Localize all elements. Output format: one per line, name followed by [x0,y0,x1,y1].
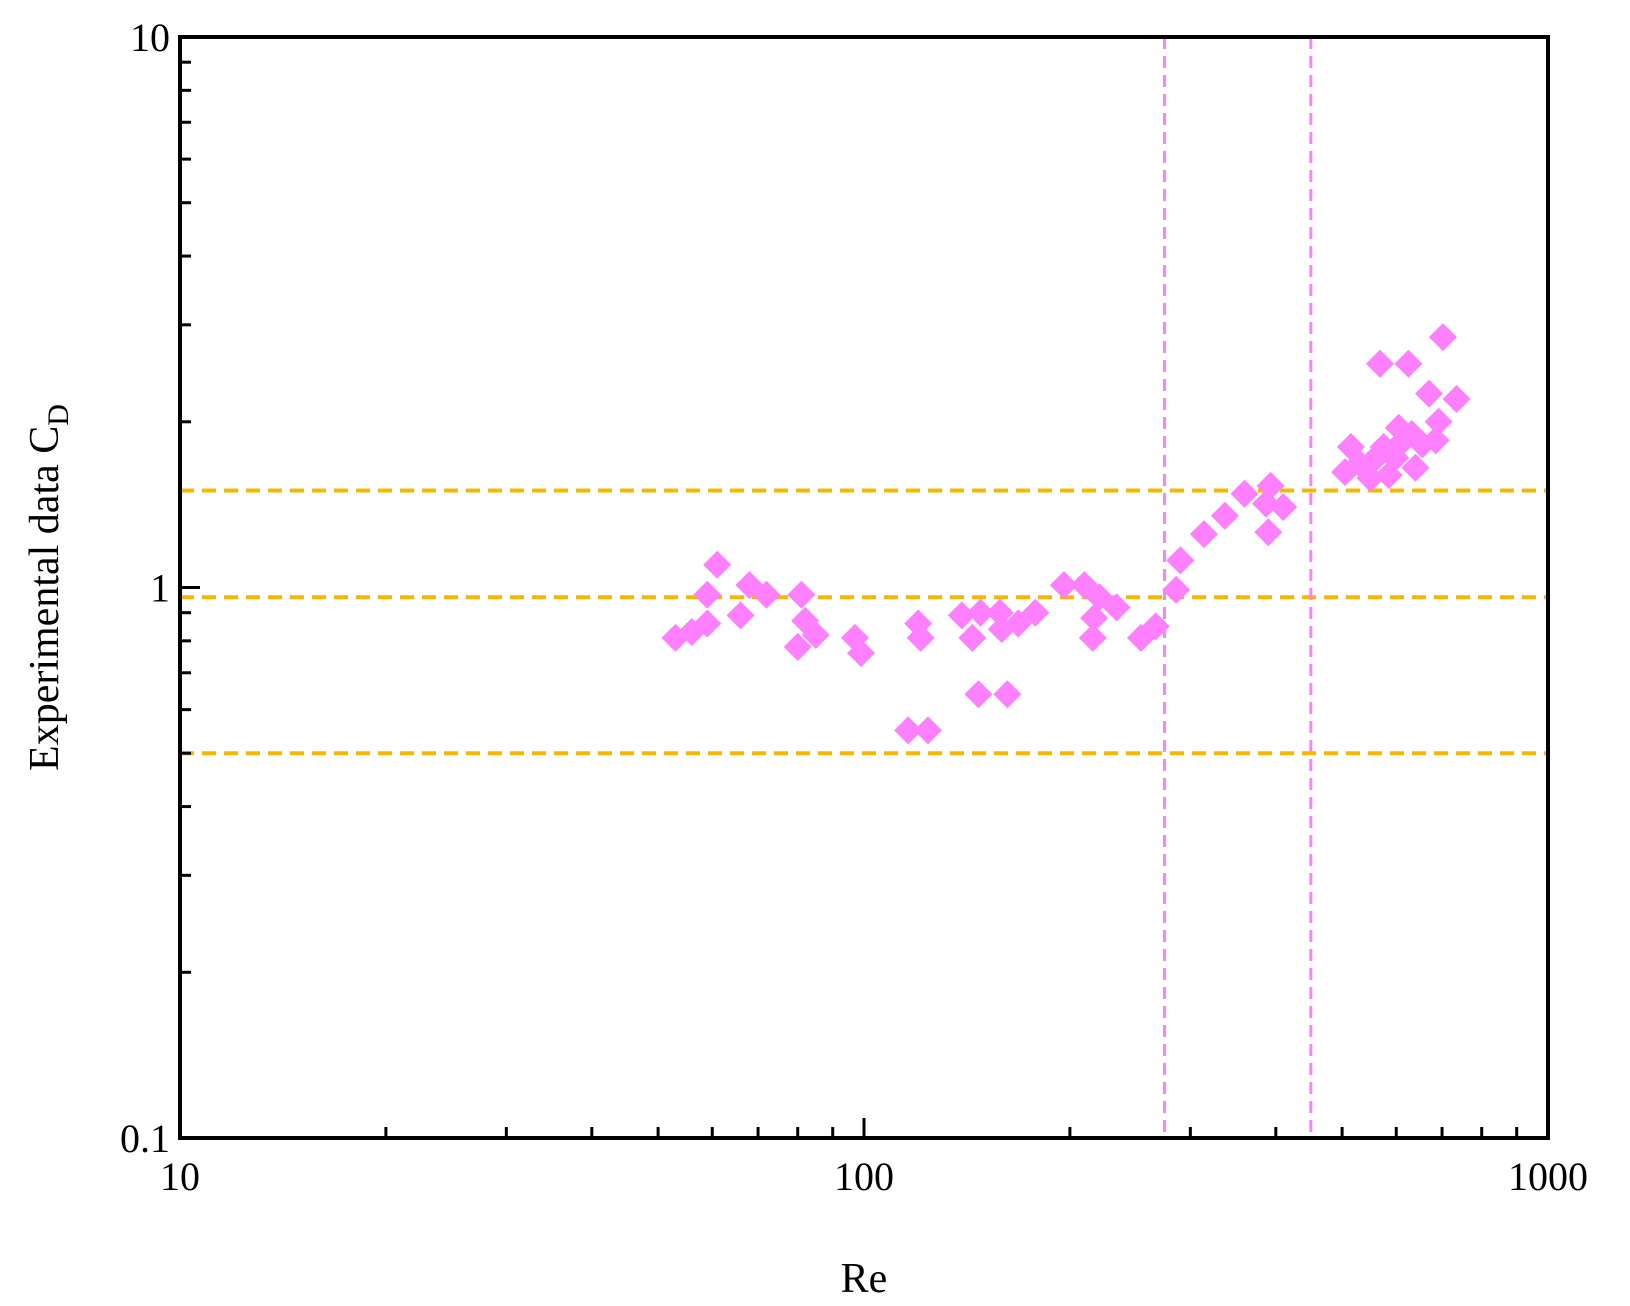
data-point-18 [947,601,976,630]
data-point-43 [1269,493,1298,522]
data-point-30 [1080,604,1109,633]
data-point-60 [1421,426,1450,455]
data-point-59 [1415,379,1444,408]
data-point-17 [913,716,942,745]
axis-ticks [178,60,1519,1140]
data-point-25 [1004,609,1033,638]
data-point-57 [1401,453,1430,482]
data-point-16 [906,623,935,652]
x-tick-label: 100 [834,1154,894,1199]
data-point-29 [1078,623,1107,652]
data-point-5 [726,601,755,630]
data-point-7 [752,580,781,609]
data-point-63 [1442,384,1471,413]
data-point-19 [958,623,987,652]
y-axis-label-main: Experimental data C [22,426,68,771]
data-point-24 [993,680,1022,709]
data-point-36 [1166,546,1195,575]
data-point-39 [1230,479,1259,508]
data-point-20 [964,680,993,709]
reference-hlines [180,488,1548,756]
data-point-27 [1049,571,1078,600]
data-point-38 [1210,501,1239,530]
data-point-47 [1356,464,1385,493]
y-tick-labels: 0.1 1 10 [120,15,170,1161]
data-point-2 [693,609,722,638]
y-axis-label: Experimental data CD [22,404,75,771]
x-axis-label: Re [841,1256,888,1302]
data-point-35 [1162,575,1191,604]
x-tick-labels: 10 100 1000 [160,1154,1588,1199]
data-points [661,323,1471,745]
data-point-11 [801,620,830,649]
data-point-62 [1428,323,1457,352]
y-tick-label: 10 [130,15,170,60]
data-point-49 [1365,349,1394,378]
data-point-42 [1256,471,1285,500]
data-point-14 [894,716,923,745]
reference-vlines [1163,37,1313,1138]
y-tick-label: 0.1 [120,1116,170,1161]
data-point-22 [985,598,1014,627]
data-point-8 [783,632,812,661]
y-axis-label-subscript: D [42,404,75,426]
plot-frame [178,35,1550,1140]
data-point-61 [1424,407,1453,436]
data-point-26 [1021,598,1050,627]
x-tick-label: 10 [160,1154,200,1199]
x-tick-label: 1000 [1508,1154,1588,1199]
data-point-4 [703,550,732,579]
data-point-9 [787,580,816,609]
data-point-13 [847,639,876,668]
data-point-37 [1189,520,1218,549]
data-point-55 [1394,349,1423,378]
data-point-41 [1254,518,1283,547]
data-point-32 [1102,593,1131,622]
data-point-21 [966,598,995,627]
data-point-34 [1141,612,1170,641]
y-tick-label: 1 [150,566,170,611]
data-point-3 [693,580,722,609]
